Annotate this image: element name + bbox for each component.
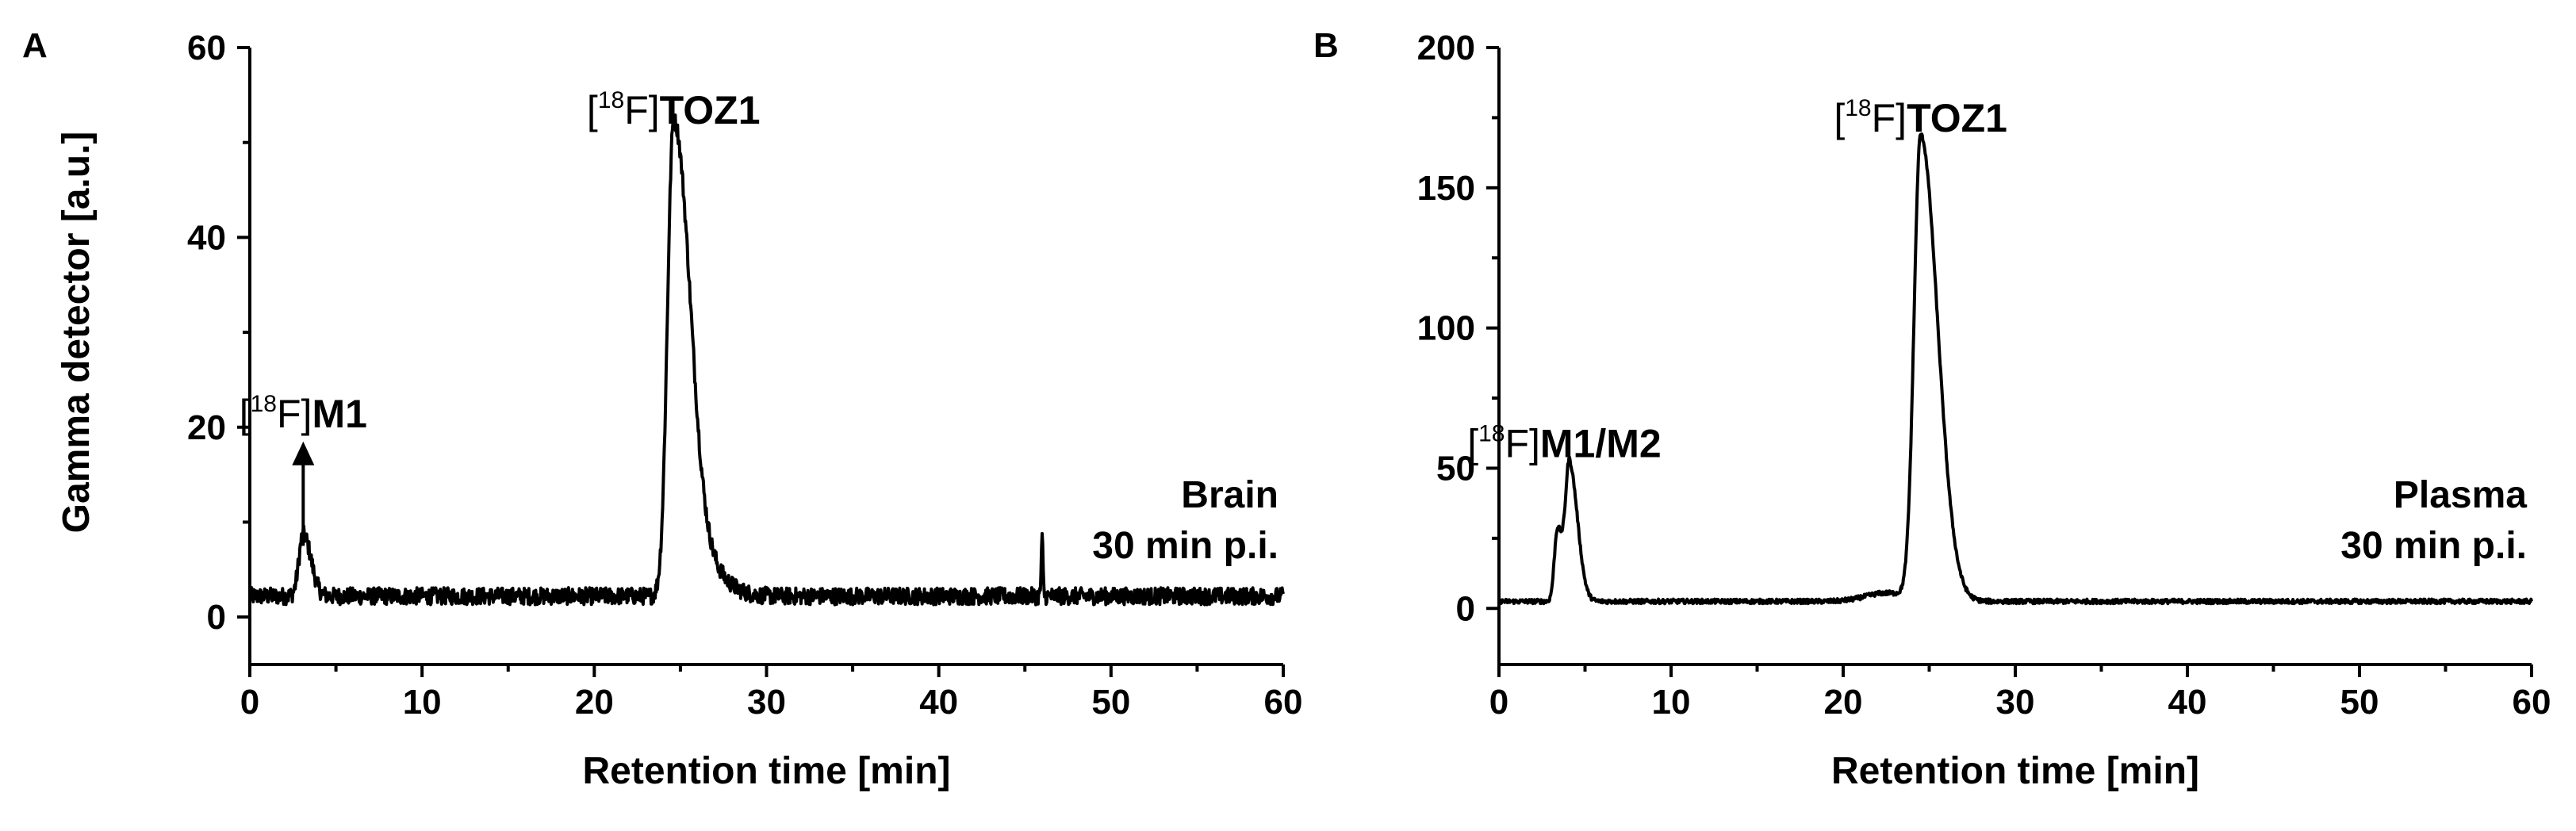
x-tick-label: 60 bbox=[1264, 683, 1303, 722]
x-tick-label: 0 bbox=[1489, 683, 1508, 722]
x-axis-title: Retention time [min] bbox=[1831, 750, 2199, 792]
panel-letter: A bbox=[22, 26, 48, 65]
y-tick-label: 60 bbox=[187, 29, 226, 67]
y-axis-title: Gamma detector [a.u.] bbox=[56, 132, 98, 534]
y-tick-label: 0 bbox=[1456, 589, 1475, 628]
x-tick-label: 20 bbox=[1824, 683, 1863, 722]
peak-label: [18F]M1/M2 bbox=[1467, 420, 1662, 465]
y-tick-label: 100 bbox=[1417, 309, 1475, 348]
panel-letter: B bbox=[1313, 26, 1339, 65]
panel-a-chart: A 0 10 20 30 40 50 60 0 20 40 60 Retention time [min… bbox=[22, 26, 1302, 792]
y-tick-label: 150 bbox=[1417, 169, 1475, 208]
x-tick-label: 60 bbox=[2513, 683, 2551, 722]
y-tick-label: 20 bbox=[187, 408, 226, 447]
x-tick-label: 50 bbox=[2340, 683, 2379, 722]
x-tick-label: 0 bbox=[240, 683, 259, 722]
x-tick-label: 50 bbox=[1091, 683, 1130, 722]
peak-label: [18F]TOZ1 bbox=[587, 87, 761, 132]
x-tick-label: 30 bbox=[747, 683, 786, 722]
panel-b-chart: B 0 10 20 30 40 50 60 0 50 100 150 200 Retention time… bbox=[1313, 26, 2551, 792]
peak-label: [18F]M1 bbox=[240, 391, 367, 436]
condition-label: Brain bbox=[1181, 474, 1278, 516]
condition-label: 30 min p.i. bbox=[1092, 525, 1278, 567]
chromatogram-trace bbox=[248, 113, 1285, 607]
x-tick-label: 10 bbox=[1652, 683, 1691, 722]
condition-label: 30 min p.i. bbox=[2340, 525, 2527, 567]
x-axis-title: Retention time [min] bbox=[583, 750, 951, 792]
arrow-head bbox=[292, 441, 315, 465]
x-tick-label: 40 bbox=[919, 683, 958, 722]
x-tick-label: 20 bbox=[575, 683, 614, 722]
x-tick-label: 10 bbox=[403, 683, 442, 722]
x-tick-label: 40 bbox=[2168, 683, 2207, 722]
chromatogram-trace bbox=[1497, 132, 2533, 606]
y-tick-label: 40 bbox=[187, 218, 226, 257]
condition-label: Plasma bbox=[2394, 474, 2527, 516]
peak-label: [18F]TOZ1 bbox=[1834, 95, 2007, 140]
x-tick-label: 30 bbox=[1996, 683, 2035, 722]
y-tick-label: 50 bbox=[1436, 449, 1475, 488]
y-tick-label: 0 bbox=[207, 598, 226, 637]
y-tick-label: 200 bbox=[1417, 29, 1475, 67]
